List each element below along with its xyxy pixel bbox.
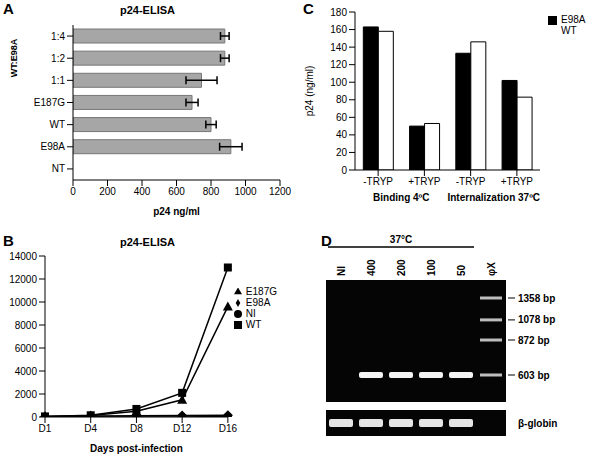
html-text:B: B [3, 232, 14, 249]
svg-text:2000: 2000 [15, 389, 38, 400]
svg-text:400: 400 [134, 186, 151, 197]
svg-text:D16: D16 [219, 423, 238, 434]
svg-text:φX: φX [486, 262, 497, 276]
svg-text:200: 200 [99, 186, 116, 197]
svg-text:200: 200 [396, 259, 407, 276]
svg-text:D12: D12 [173, 423, 192, 434]
svg-text:1:4: 1:4 [51, 31, 65, 42]
svg-text:+TRYP: +TRYP [408, 176, 441, 187]
svg-text:1358 bp: 1358 bp [518, 293, 555, 304]
html-text:WT: WT [561, 25, 577, 36]
svg-text:D1: D1 [39, 423, 52, 434]
svg-text:40: 40 [336, 129, 348, 140]
html-text:WT: WT [245, 319, 262, 330]
svg-text:872 bp: 872 bp [518, 335, 550, 346]
svg-text:p24 ng/ml: p24 ng/ml [153, 206, 200, 217]
svg-text:NT: NT [52, 163, 65, 174]
svg-text:8000: 8000 [15, 320, 38, 331]
svg-text:β-globin: β-globin [518, 418, 557, 429]
svg-text:+TRYP: +TRYP [501, 176, 534, 187]
svg-text:20: 20 [336, 147, 348, 158]
html-text:NI: NI [245, 308, 256, 319]
svg-text:14000: 14000 [9, 251, 37, 262]
svg-text:50: 50 [456, 264, 467, 276]
svg-text:E187G: E187G [34, 97, 65, 108]
html-text:E187G: E187G [245, 286, 277, 297]
svg-text:80: 80 [336, 94, 348, 105]
svg-text:180: 180 [330, 7, 347, 18]
svg-text:800: 800 [203, 186, 220, 197]
svg-text:0: 0 [341, 165, 347, 176]
svg-text:1000: 1000 [234, 186, 257, 197]
html-text:E98A: E98A [561, 14, 586, 25]
svg-text:100: 100 [330, 77, 347, 88]
svg-text:12000: 12000 [9, 274, 37, 285]
svg-text:603 bp: 603 bp [518, 370, 550, 381]
svg-text:4000: 4000 [15, 366, 38, 377]
svg-text:1:1: 1:1 [51, 75, 65, 86]
svg-text:p24 (ng/ml): p24 (ng/ml) [304, 66, 315, 117]
html-text:C: C [303, 0, 314, 17]
html-text:p24-ELISA: p24-ELISA [120, 4, 175, 16]
svg-text:100: 100 [426, 259, 437, 276]
svg-text:NI: NI [336, 266, 347, 276]
svg-text:37°C: 37°C [390, 234, 412, 245]
svg-text:-TRYP: -TRYP [363, 176, 393, 187]
svg-text:400: 400 [366, 259, 377, 276]
svg-text:Days post-infection: Days post-infection [90, 443, 183, 454]
svg-text:140: 140 [330, 42, 347, 53]
svg-text:120: 120 [330, 59, 347, 70]
html-text:p24-ELISA: p24-ELISA [120, 236, 175, 248]
svg-text:160: 160 [330, 24, 347, 35]
html-text:Binding 4ºC: Binding 4ºC [373, 192, 430, 203]
svg-text:600: 600 [168, 186, 185, 197]
html-text:Internalization 37ºC: Internalization 37ºC [447, 192, 540, 203]
svg-text:0: 0 [70, 186, 76, 197]
svg-text:E98A: E98A [41, 141, 66, 152]
svg-text:0: 0 [31, 412, 37, 423]
svg-text:D4: D4 [84, 423, 97, 434]
html-text:WT:E98A: WT:E98A [9, 38, 19, 78]
svg-text:WT: WT [49, 119, 65, 130]
svg-text:6000: 6000 [15, 343, 38, 354]
svg-text:60: 60 [336, 112, 348, 123]
svg-text:1078 bp: 1078 bp [518, 314, 555, 325]
svg-text:-TRYP: -TRYP [456, 176, 486, 187]
svg-text:D8: D8 [130, 423, 143, 434]
html-text:E98A: E98A [245, 297, 271, 308]
svg-text:1:2: 1:2 [51, 53, 65, 64]
html-text:D: D [321, 232, 332, 249]
html-text:A: A [3, 0, 14, 17]
svg-text:1200: 1200 [269, 186, 292, 197]
svg-text:10000: 10000 [9, 297, 37, 308]
